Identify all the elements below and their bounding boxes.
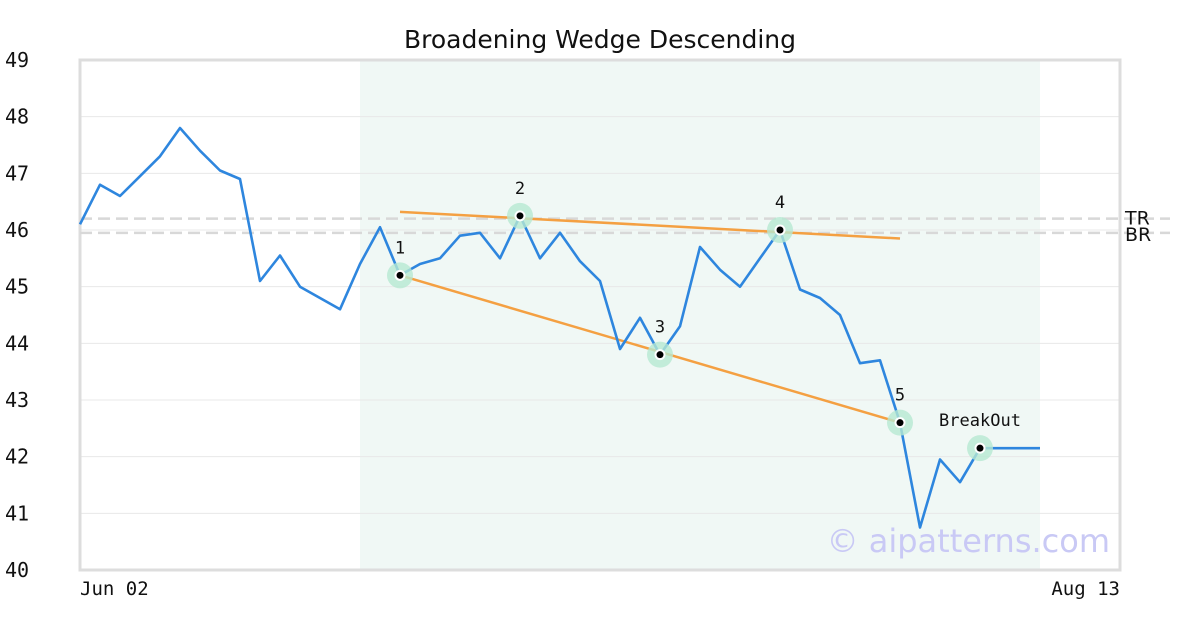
pivot-label: 4 xyxy=(775,193,785,213)
pivot-points: 1 2 3 4 5 BreakOut xyxy=(387,179,1021,462)
y-tick-label: 48 xyxy=(5,105,29,129)
x-tick-label: Aug 13 xyxy=(1051,578,1120,600)
pattern-region xyxy=(360,60,1040,570)
pivot-label: 2 xyxy=(515,179,525,199)
series xyxy=(78,126,1040,529)
x-tick-label: Jun 02 xyxy=(80,578,149,600)
y-tick-label: 45 xyxy=(5,275,29,299)
pivot-point xyxy=(396,271,404,279)
pivot-label: BreakOut xyxy=(939,411,1021,431)
y-tick-label: 47 xyxy=(5,161,29,185)
pivot-point xyxy=(516,212,524,220)
pivot-label: 1 xyxy=(395,238,405,258)
y-tick-label: 42 xyxy=(5,445,29,469)
chart-title: Broadening Wedge Descending xyxy=(404,25,796,54)
pivot-label: 5 xyxy=(895,386,905,406)
plot-frame xyxy=(78,58,1122,572)
pivot-point xyxy=(776,226,784,234)
watermark: © aipatterns.com xyxy=(827,522,1110,560)
pivot-point xyxy=(656,351,664,359)
pivot-point xyxy=(896,419,904,427)
trendline xyxy=(399,210,901,240)
pivot-point xyxy=(976,444,984,452)
reference-line-label: TR xyxy=(1124,208,1150,230)
y-tick-label: 41 xyxy=(5,501,29,525)
price-line xyxy=(78,126,1040,529)
y-tick-label: 40 xyxy=(5,558,29,582)
pivot-label: 3 xyxy=(655,318,665,338)
x-axis-ticks: Jun 02 Aug 13 xyxy=(80,578,1120,600)
y-tick-label: 44 xyxy=(5,331,29,355)
y-axis-ticks: 40 41 42 43 44 45 46 47 48 49 xyxy=(5,48,29,582)
y-tick-label: 49 xyxy=(5,48,29,72)
reference-line-label: BR xyxy=(1125,224,1151,246)
y-tick-label: 43 xyxy=(5,388,29,412)
y-tick-label: 46 xyxy=(5,218,29,242)
